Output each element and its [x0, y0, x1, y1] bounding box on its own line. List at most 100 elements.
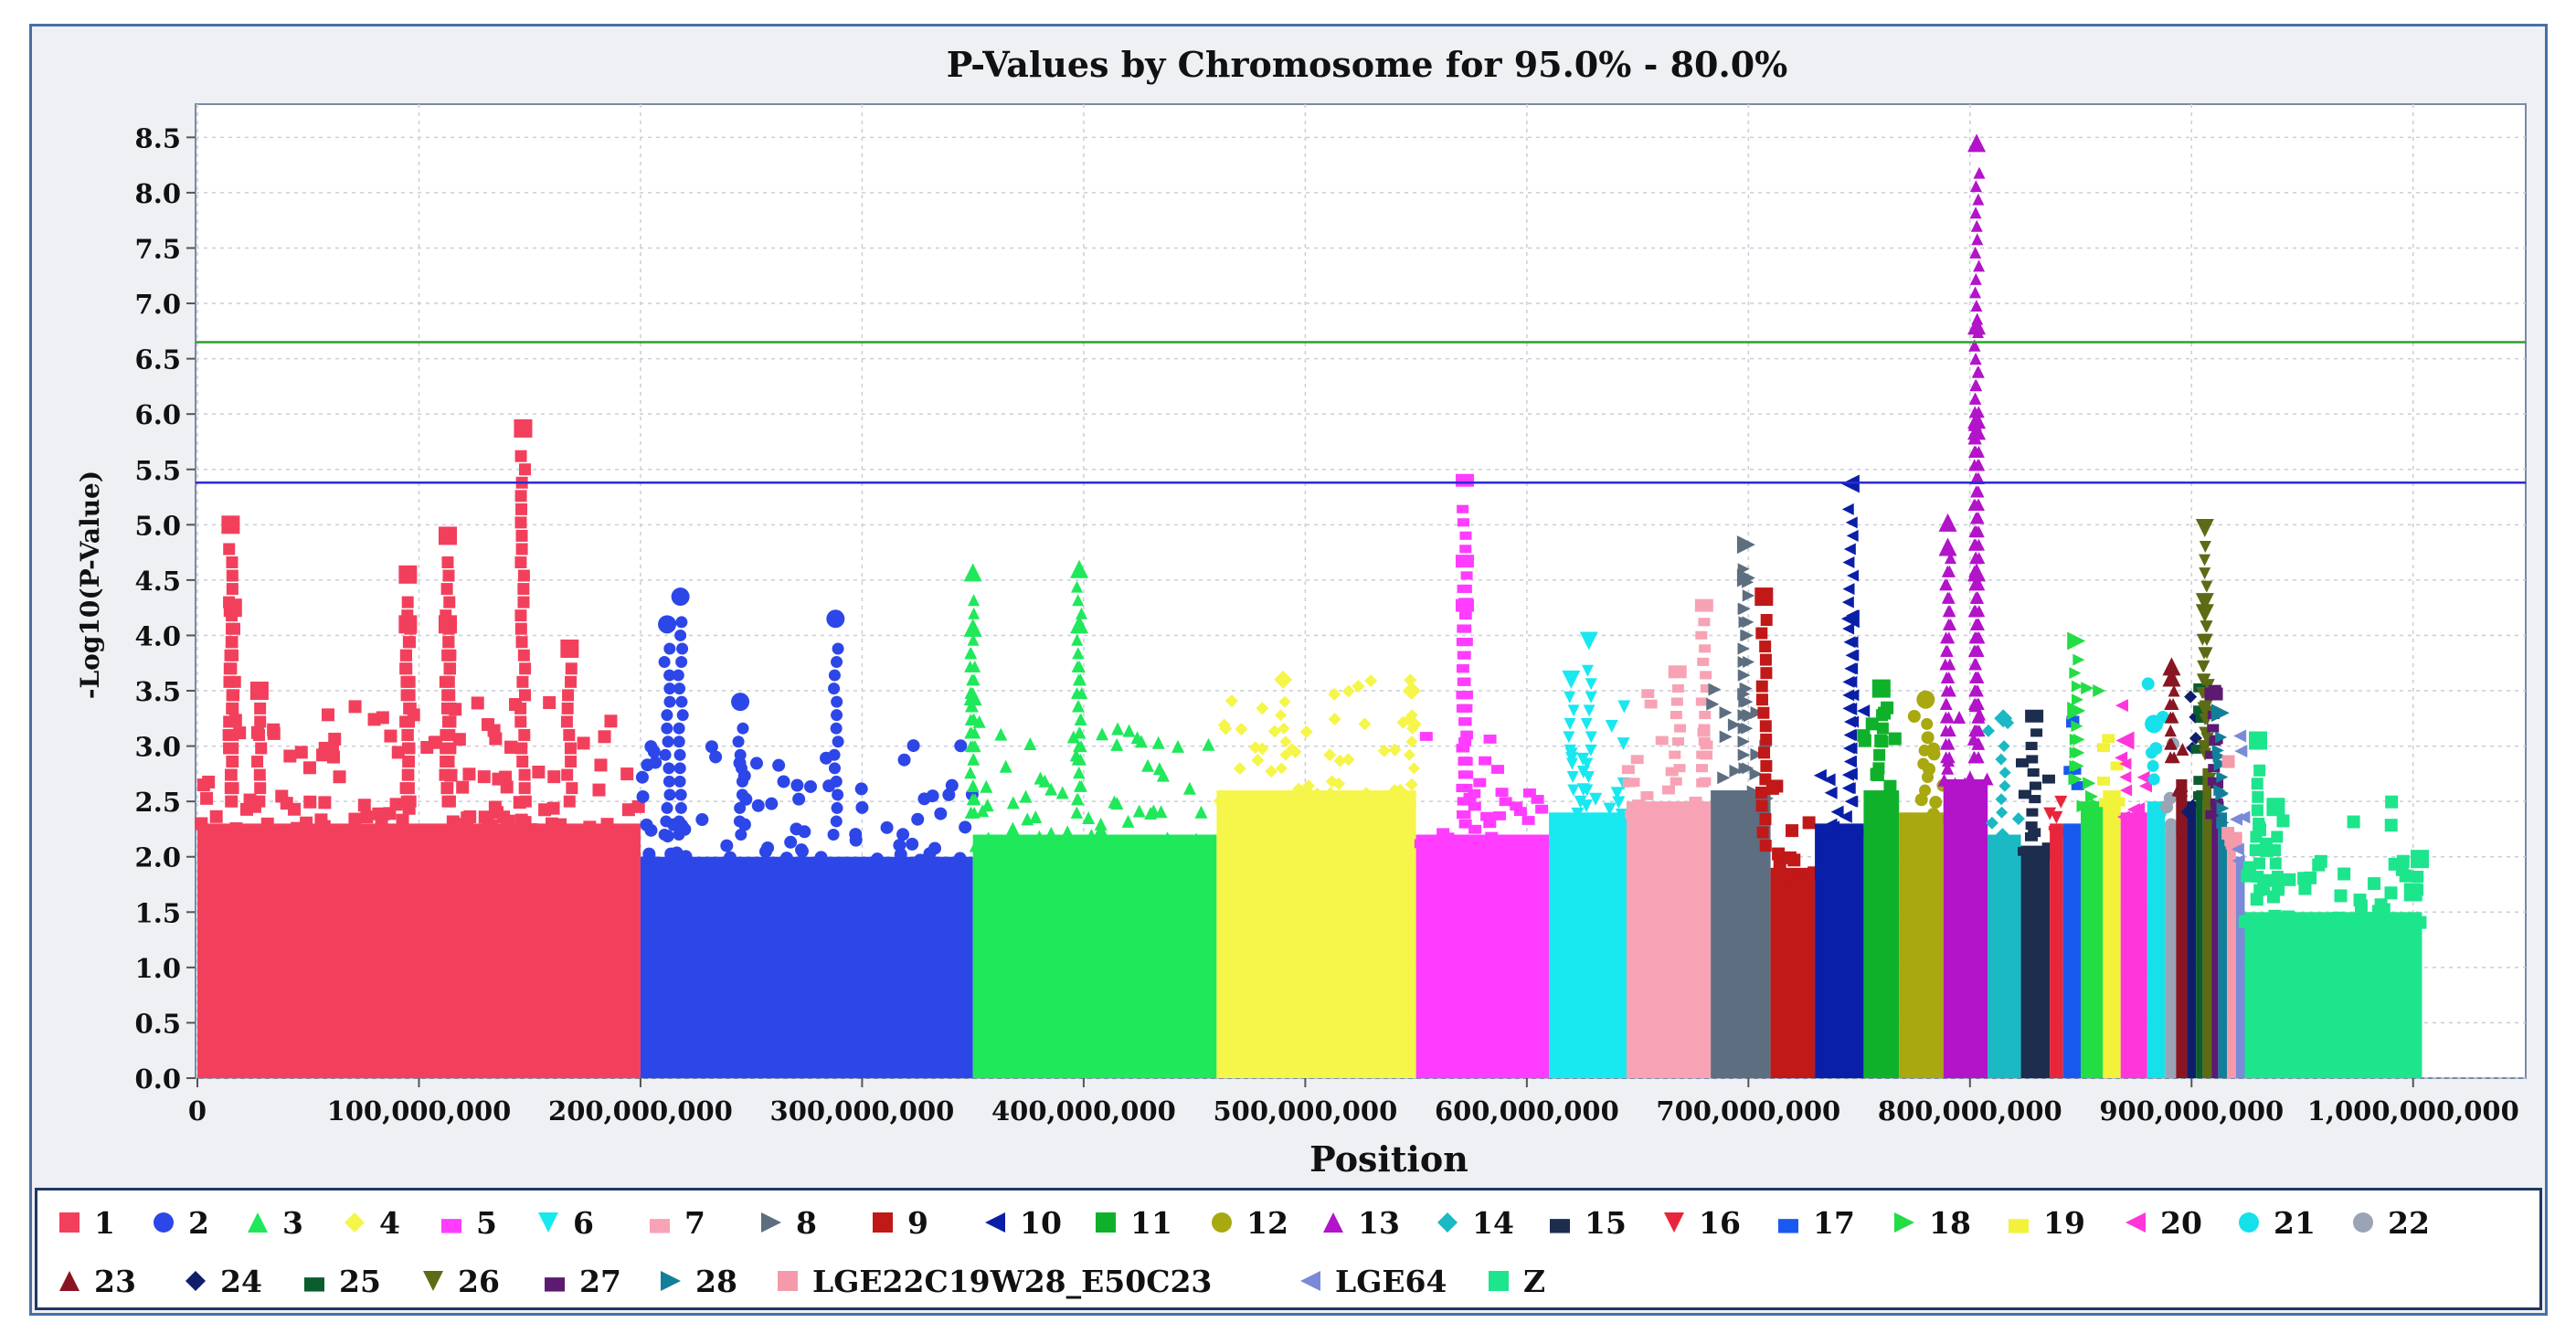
chromosome-13-point	[1972, 644, 1985, 657]
legend-marker-icon	[248, 1212, 268, 1233]
legend-item-9: 9	[871, 1200, 928, 1245]
chromosome-5-point	[1458, 819, 1472, 829]
chromosome-1-point	[225, 768, 238, 781]
chromosome-1-point	[225, 662, 238, 675]
chromosome-1-point	[401, 596, 414, 609]
chromosome-3-point	[1141, 758, 1155, 772]
chromosome-3-point	[1152, 762, 1166, 776]
legend-label: 27	[579, 1263, 621, 1299]
chromosome-3-point	[964, 660, 977, 672]
chromosome-6-point	[1582, 771, 1595, 784]
chromosome-3-point	[1072, 793, 1085, 806]
chromosome-4-point	[1332, 777, 1346, 790]
legend-marker-icon	[1096, 1212, 1116, 1233]
y-tick-label: 7.5	[135, 233, 181, 264]
chromosome-9-point	[1783, 851, 1797, 864]
chromosome-12-peak	[1916, 690, 1935, 709]
chromosome-7-dense-band	[1626, 801, 1712, 1078]
chromosome-6-point	[1581, 664, 1594, 677]
chromosome-Z-peak	[2266, 798, 2285, 817]
chromosome-2-point	[928, 841, 942, 855]
chromosome-1-point	[631, 799, 645, 813]
chromosome-Z-point	[2252, 871, 2264, 884]
manhattan-plot: P-Values by Chromosome for 95.0% - 80.0%…	[75, 44, 2527, 1180]
chromosome-4-point	[1233, 762, 1246, 776]
chromosome-5-point	[1483, 819, 1497, 829]
chromosome-28-point	[2216, 801, 2230, 815]
chromosome-23-point	[2174, 784, 2188, 798]
chromosome-5-point	[1473, 778, 1487, 788]
chromosome-5-point	[1459, 717, 1472, 726]
chromosome-14-point	[1995, 793, 2008, 806]
chromosome-2-point	[734, 748, 747, 761]
chromosome-13-point	[1939, 698, 1952, 711]
chromosome-17-point	[2071, 781, 2084, 790]
chromosome-1-point	[442, 636, 455, 649]
chromosome-14-point	[1985, 816, 1998, 830]
chromosome-15-point	[2025, 741, 2038, 750]
chromosome-13-point	[1940, 671, 1953, 683]
chromosome-3-point	[1111, 722, 1125, 735]
chromosome-Z-point	[2368, 877, 2381, 891]
chromosome-2-point	[674, 629, 687, 641]
chromosome-1-point	[519, 795, 532, 808]
chromosome-9-point	[1757, 706, 1770, 719]
chromosome-1-point	[519, 463, 532, 476]
chromosome-2-point	[827, 829, 840, 841]
chromosome-2-point	[784, 835, 798, 849]
chromosome-26-peak	[2195, 593, 2214, 612]
chromosome-10-point	[1843, 715, 1856, 728]
chromosome-Z-point	[2298, 882, 2312, 895]
legend-marker-icon	[441, 1219, 461, 1233]
chromosome-13-point	[1969, 353, 1982, 365]
chromosome-5-point	[1483, 735, 1497, 744]
chromosome-10-point	[1842, 675, 1855, 688]
chromosome-1-point	[562, 689, 575, 702]
chromosome-1-point	[560, 715, 573, 728]
chromosome-1-point	[225, 795, 238, 808]
legend-marker-27	[545, 1277, 565, 1292]
chromosome-18-point	[2083, 777, 2096, 790]
chromosome-Z-point	[2257, 915, 2271, 928]
chromosome-8-point	[1717, 771, 1731, 785]
chromosome-Z-peak	[2411, 850, 2430, 869]
chromosome-5-point	[1510, 801, 1523, 811]
chromosome-6-point	[1585, 691, 1597, 704]
chromosome-1-point	[367, 713, 381, 726]
chromosome-3-point	[1076, 607, 1088, 619]
chromosome-1-point	[439, 827, 452, 841]
legend-label: 24	[220, 1263, 262, 1299]
legend-marker-20	[2125, 1212, 2146, 1233]
legend-item-25: 25	[302, 1258, 381, 1304]
chromosome-18-dense-band	[2081, 801, 2104, 1078]
chromosome-1-point	[477, 770, 491, 784]
chromosome-13-point	[1970, 379, 1983, 392]
chromosome-2-point	[676, 709, 689, 722]
legend-marker-22	[2353, 1212, 2373, 1233]
x-tick-label: 400,000,000	[991, 1095, 1176, 1127]
legend-label: 9	[907, 1204, 928, 1241]
chromosome-18-peak	[2067, 701, 2086, 720]
x-tick-label: 600,000,000	[1435, 1095, 1619, 1127]
chromosome-13-series	[1937, 133, 1994, 1078]
chromosome-1-point	[491, 806, 504, 820]
chromosome-18-point	[2071, 680, 2083, 693]
chromosome-21-series	[2141, 677, 2169, 1078]
chromosome-6-point	[1555, 815, 1569, 829]
chromosome-1-point	[515, 636, 528, 649]
chromosome-13-point	[1941, 761, 1955, 775]
chromosome-20-series	[2115, 699, 2153, 1078]
legend-label: 28	[695, 1263, 737, 1299]
chromosome-14-point	[1998, 740, 2010, 753]
chromosome-9-point	[1759, 653, 1772, 666]
chromosome-28-series	[2210, 704, 2230, 1078]
legend-marker-icon	[2125, 1212, 2146, 1233]
legend-marker-icon	[985, 1212, 1005, 1233]
chromosome-5-point	[1513, 807, 1527, 817]
chromosome-6-point	[1564, 717, 1576, 730]
chromosome-2-point	[695, 812, 709, 826]
chromosome-3-point	[1110, 797, 1124, 810]
chromosome-10-point	[1839, 810, 1852, 823]
chromosome-13-peak	[1967, 410, 1987, 429]
chromosome-3-point	[1182, 781, 1196, 795]
